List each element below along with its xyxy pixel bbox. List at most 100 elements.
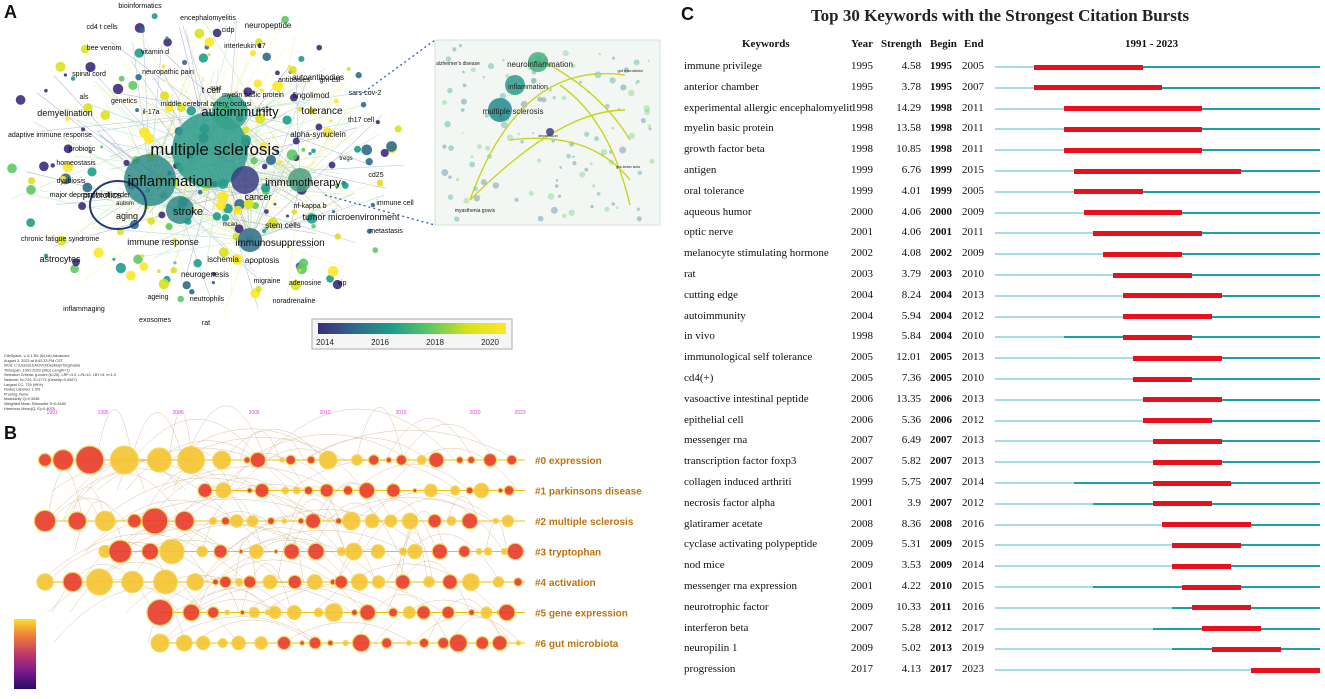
- network-label: apoptosis: [245, 256, 279, 265]
- timeline-node: [443, 575, 458, 590]
- timeline-node: [498, 488, 503, 493]
- timeline-node: [274, 549, 278, 553]
- strength-cell: 3.53: [881, 559, 921, 571]
- strength-cell: 4.06: [881, 206, 921, 218]
- network-node: [354, 146, 361, 153]
- network-node: [119, 76, 125, 82]
- timeline-node: [481, 607, 492, 618]
- year-cell: 1998: [851, 143, 873, 155]
- timeline-node: [343, 486, 352, 495]
- network-node: [51, 163, 55, 167]
- keyword-cell: messenger rna expression: [684, 580, 854, 592]
- timeline-node: [385, 515, 397, 527]
- timeline-node: [128, 514, 142, 528]
- network-node: [395, 125, 402, 132]
- timeline-node: [502, 515, 513, 526]
- strength-cell: 5.31: [881, 538, 921, 550]
- network-label: dysbiosis: [57, 178, 86, 185]
- network-label: interleukin 17: [224, 43, 266, 50]
- end-cell: 2007: [962, 81, 984, 93]
- timeline-node: [335, 518, 341, 524]
- inset-node: [611, 127, 613, 129]
- end-cell: 2011: [962, 143, 984, 155]
- inset-node: [579, 81, 582, 84]
- inset-node: [548, 193, 555, 200]
- timeline-node: [466, 487, 473, 494]
- keyword-cell: aqueous humor: [684, 206, 854, 218]
- network-node: [208, 53, 211, 56]
- burst-bar: [1123, 314, 1212, 319]
- inset-node: [612, 57, 615, 60]
- network-label: aging: [116, 211, 138, 221]
- timeline-node: [244, 457, 250, 463]
- timeline-node: [432, 544, 447, 559]
- network-map: multiple sclerosisinflammationautoimmuni…: [0, 0, 670, 420]
- begin-cell: 2009: [930, 538, 952, 550]
- network-label: immunosuppression: [235, 238, 325, 249]
- keyword-cell: rat: [684, 268, 854, 280]
- burst-bar: [1172, 543, 1241, 548]
- begin-cell: 2004: [930, 330, 952, 342]
- network-label: als: [80, 94, 89, 101]
- timeline-node: [389, 608, 398, 617]
- timeline-node: [216, 483, 231, 498]
- end-cell: 2011: [962, 102, 984, 114]
- network-label: fingolimod: [293, 91, 329, 100]
- strength-cell: 13.58: [881, 122, 921, 134]
- inset-node: [638, 171, 642, 175]
- network-node: [372, 247, 378, 253]
- timeline-node: [95, 511, 115, 531]
- timeline-node: [425, 484, 438, 497]
- timeline-node: [343, 640, 348, 645]
- timeline-node: [68, 512, 86, 530]
- end-cell: 2010: [962, 330, 984, 342]
- inset-node: [572, 155, 575, 158]
- network-node: [299, 258, 308, 267]
- keyword-cell: necrosis factor alpha: [684, 497, 854, 509]
- timeline-node: [499, 604, 515, 620]
- burst-bar: [1074, 189, 1143, 194]
- network-node: [282, 115, 291, 124]
- burst-bar: [1103, 252, 1182, 257]
- inset-node: [590, 205, 593, 208]
- inset-node: [579, 172, 585, 178]
- network-node: [28, 177, 35, 184]
- network-node: [328, 266, 339, 277]
- inset-node: [532, 132, 534, 134]
- network-node: [16, 95, 26, 105]
- inset-node: [514, 198, 518, 202]
- timeline-node: [447, 517, 456, 526]
- end-cell: 2010: [962, 268, 984, 280]
- timeline-color-legend: [14, 619, 36, 689]
- header-begin: Begin: [930, 38, 957, 50]
- begin-cell: 2007: [930, 455, 952, 467]
- network-label: cancer: [244, 192, 271, 202]
- timeline-node: [255, 637, 268, 650]
- inset-label: multiple sclerosis: [483, 107, 544, 116]
- end-cell: 2012: [962, 310, 984, 322]
- end-cell: 2015: [962, 164, 984, 176]
- timeline-arc: [235, 538, 256, 582]
- timeline-node: [109, 540, 132, 563]
- begin-cell: 2004: [930, 289, 952, 301]
- end-cell: 2012: [962, 414, 984, 426]
- timeline-node: [360, 605, 376, 621]
- inset-node: [461, 99, 467, 105]
- strength-cell: 6.76: [881, 164, 921, 176]
- timeline-node: [110, 446, 138, 474]
- network-node: [213, 212, 221, 220]
- network-node: [366, 158, 373, 165]
- timeline-node: [220, 576, 232, 588]
- end-cell: 2015: [962, 538, 984, 550]
- inset-node: [562, 214, 567, 219]
- timeline-node: [369, 455, 380, 466]
- timeline-node: [232, 636, 246, 650]
- timeline-bar-active: [1064, 336, 1320, 338]
- begin-cell: 1998: [930, 143, 952, 155]
- timeline-node: [154, 570, 178, 594]
- inset-node: [572, 161, 576, 165]
- network-label: autism: [116, 201, 134, 207]
- network-label: alpha-synuclein: [290, 130, 346, 139]
